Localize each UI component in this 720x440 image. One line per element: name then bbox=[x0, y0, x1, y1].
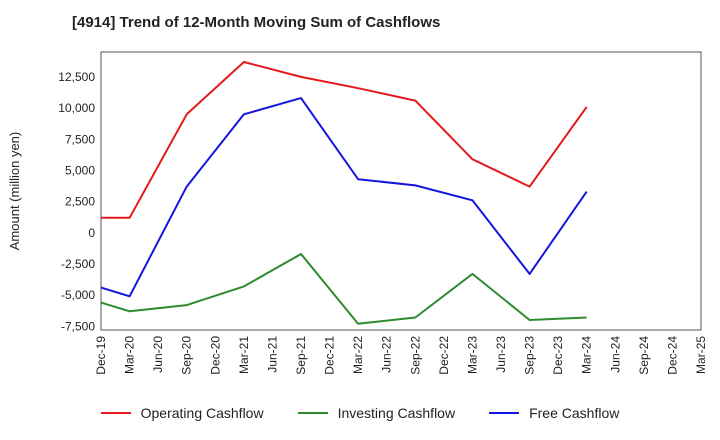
legend: Operating Cashflow Investing Cashflow Free… bbox=[0, 405, 720, 421]
y-tick-label: -7,500 bbox=[61, 319, 95, 333]
x-tick-label: Dec-21 bbox=[323, 336, 337, 375]
legend-swatch bbox=[297, 412, 328, 414]
x-tick-label: Jun-24 bbox=[608, 336, 622, 373]
legend-item: Investing Cashflow bbox=[297, 405, 456, 421]
legend-label: Free Cashflow bbox=[529, 405, 620, 421]
y-axis-label: Amount (million yen) bbox=[7, 132, 22, 251]
x-tick-label: Dec-20 bbox=[208, 336, 222, 375]
series-lines bbox=[100, 61, 588, 325]
x-tick-label: Jun-21 bbox=[265, 336, 279, 373]
x-tick-label: Sep-20 bbox=[180, 336, 194, 375]
plot-area bbox=[100, 51, 702, 331]
y-tick-label: 0 bbox=[88, 226, 95, 240]
series-line-operating-cashflow bbox=[101, 61, 588, 219]
x-tick-label: Sep-22 bbox=[408, 336, 422, 375]
x-tick-label: Sep-24 bbox=[637, 336, 651, 375]
x-tick-label: Mar-20 bbox=[123, 336, 137, 374]
x-tick-label: Jun-23 bbox=[494, 336, 508, 373]
x-tick-label: Dec-19 bbox=[94, 336, 108, 375]
x-tick-label: Dec-23 bbox=[551, 336, 565, 375]
x-tick-label: Jun-20 bbox=[151, 336, 165, 373]
x-tick-label: Sep-21 bbox=[294, 336, 308, 375]
y-tick-label: 2,500 bbox=[65, 195, 95, 209]
legend-item: Free Cashflow bbox=[489, 405, 619, 421]
y-tick-label: -2,500 bbox=[61, 257, 95, 271]
x-tick-label: Mar-25 bbox=[694, 336, 708, 374]
series-line-free-cashflow bbox=[100, 97, 588, 298]
x-tick-label: Mar-23 bbox=[465, 336, 479, 374]
y-tick-label: 7,500 bbox=[65, 132, 95, 146]
x-tick-label: Mar-22 bbox=[351, 336, 365, 374]
series-line-investing-cashflow bbox=[100, 253, 587, 325]
y-tick-label: 12,500 bbox=[58, 70, 95, 84]
legend-label: Operating Cashflow bbox=[140, 405, 264, 421]
legend-label: Investing Cashflow bbox=[337, 405, 456, 421]
chart-title: [4914] Trend of 12-Month Moving Sum of C… bbox=[72, 14, 441, 31]
legend-swatch bbox=[489, 412, 520, 414]
legend-item: Operating Cashflow bbox=[100, 405, 264, 421]
x-tick-label: Dec-24 bbox=[665, 336, 679, 375]
x-tick-label: Jun-22 bbox=[380, 336, 394, 373]
x-tick-label: Mar-21 bbox=[237, 336, 251, 374]
x-tick-label: Mar-24 bbox=[580, 336, 594, 374]
axes: Dec-19 Mar-20 Jun-20 Sep-20 Dec-20 Mar-21 Jun-… bbox=[58, 51, 708, 375]
legend-swatch bbox=[100, 412, 131, 414]
x-tick-label: Dec-22 bbox=[437, 336, 451, 375]
y-tick-label: 5,000 bbox=[65, 163, 95, 177]
x-tick-label: Sep-23 bbox=[523, 336, 537, 375]
y-tick-label: -5,000 bbox=[61, 288, 95, 302]
y-tick-label: 10,000 bbox=[58, 101, 95, 115]
